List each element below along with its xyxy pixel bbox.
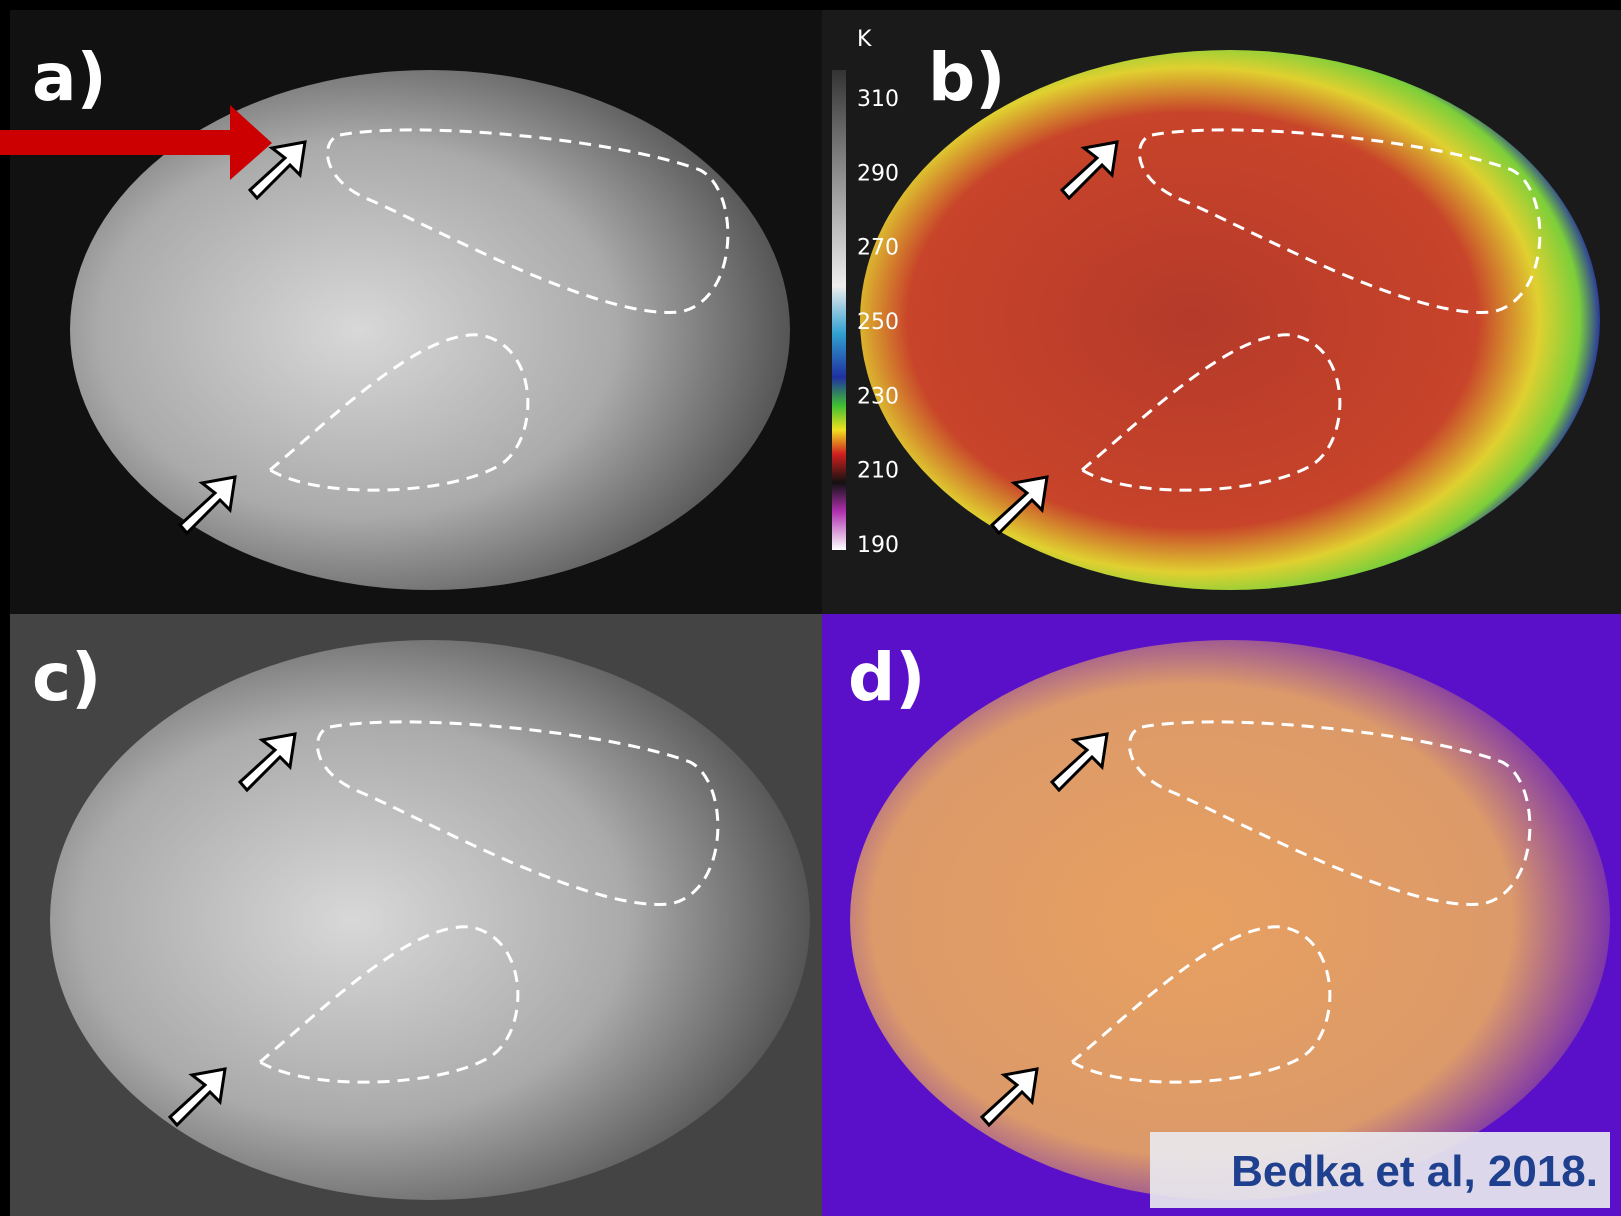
colorbar-tick-label: 270 [857,236,899,261]
colorbar-tick-label: 310 [857,87,899,112]
colorbar-tick-label: 210 [857,459,899,484]
colorbar-tick-label: 230 [857,384,899,409]
citation: Bedka et al, 2018. [1231,1147,1598,1196]
colorbar-unit: K [857,27,872,52]
colorbar-tick-label: 290 [857,161,899,186]
panel-label: b) [928,39,1005,116]
figure: K 310 290 270 250 230 210 190 a) b) c) d) Bedk… [0,0,1621,1216]
page: {"panels": [{"label": "a)"}, {"label": "… [0,0,1621,1216]
cloud [50,640,810,1200]
colorbar-tick-label: 250 [857,310,899,335]
colorbar [832,70,846,550]
panel-label: d) [848,639,925,716]
cloud [850,640,1610,1200]
panel-label: c) [32,639,101,716]
cloud [860,50,1600,590]
colorbar-tick-label: 190 [857,533,899,558]
panel-label: a) [32,39,107,116]
